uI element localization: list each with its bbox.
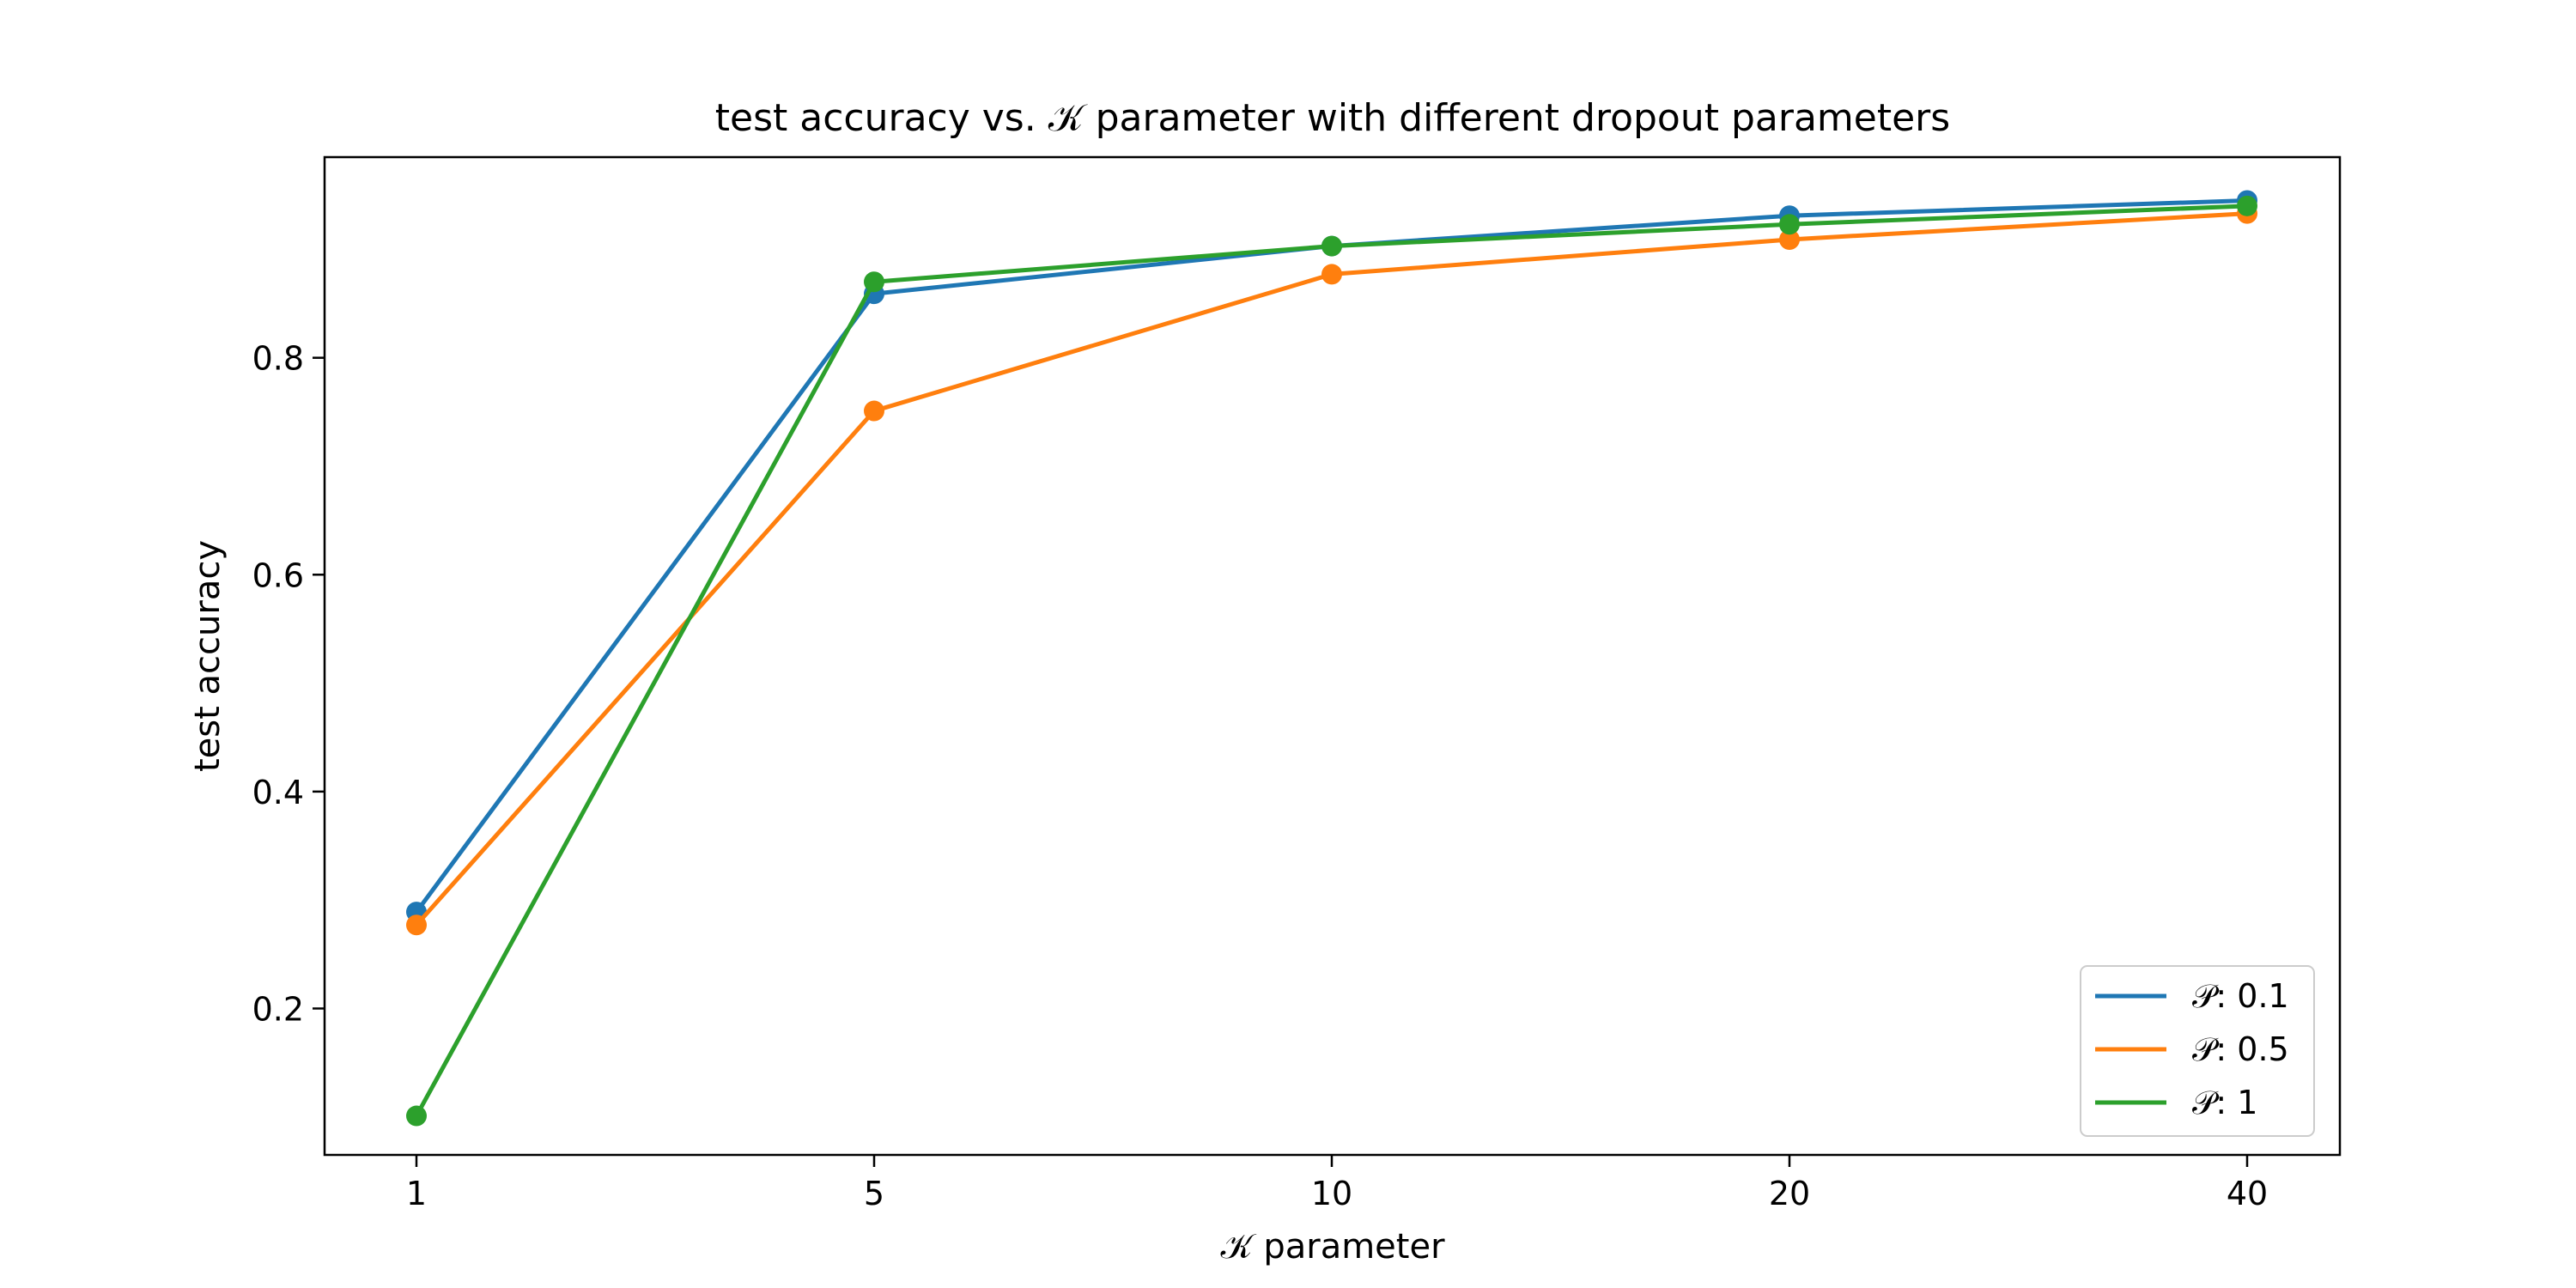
data-point <box>1779 214 1800 235</box>
axes <box>323 155 2342 1157</box>
plot-area <box>406 190 2257 1127</box>
data-point <box>2237 195 2257 216</box>
legend-label: 𝒫: 0.5 <box>2192 1030 2289 1068</box>
x-tick-label: 20 <box>1769 1175 1810 1212</box>
x-tick-label: 40 <box>2227 1175 2268 1212</box>
y-tick-label: 0.2 <box>252 990 304 1028</box>
y-tick-label: 0.8 <box>252 340 304 378</box>
x-axis-ticks: 1 5 10 20 40 <box>406 1155 2268 1212</box>
data-point <box>406 1105 427 1127</box>
x-tick-label: 5 <box>864 1175 884 1212</box>
y-axis-ticks: 0.2 0.4 0.6 0.8 <box>252 340 325 1028</box>
x-tick-label: 1 <box>406 1175 427 1212</box>
y-tick-label: 0.6 <box>252 556 304 594</box>
data-point <box>406 914 427 936</box>
legend-label: 𝒫: 0.1 <box>2192 977 2289 1015</box>
series-line-1 <box>414 198 2248 914</box>
y-tick-label: 0.4 <box>252 774 304 811</box>
x-tick-label: 10 <box>1311 1175 1352 1212</box>
y-axis-label: test accuracy <box>188 540 228 772</box>
data-point <box>1321 235 1342 257</box>
data-point <box>1779 228 1800 250</box>
data-point <box>1321 264 1342 285</box>
series-line-2 <box>415 211 2248 927</box>
data-point <box>864 271 884 293</box>
legend-label: 𝒫: 1 <box>2192 1084 2257 1121</box>
legend: 𝒫: 0.1 𝒫: 0.5 𝒫: 1 <box>2080 965 2315 1137</box>
x-axis-label: 𝒦 parameter <box>1220 1227 1445 1267</box>
series-line-3 <box>414 204 2248 1117</box>
plot-frame <box>323 155 2342 1157</box>
chart-title: test accuracy vs. 𝒦 parameter with diffe… <box>715 96 1950 140</box>
data-point <box>864 400 884 422</box>
legend-box <box>2080 965 2315 1137</box>
